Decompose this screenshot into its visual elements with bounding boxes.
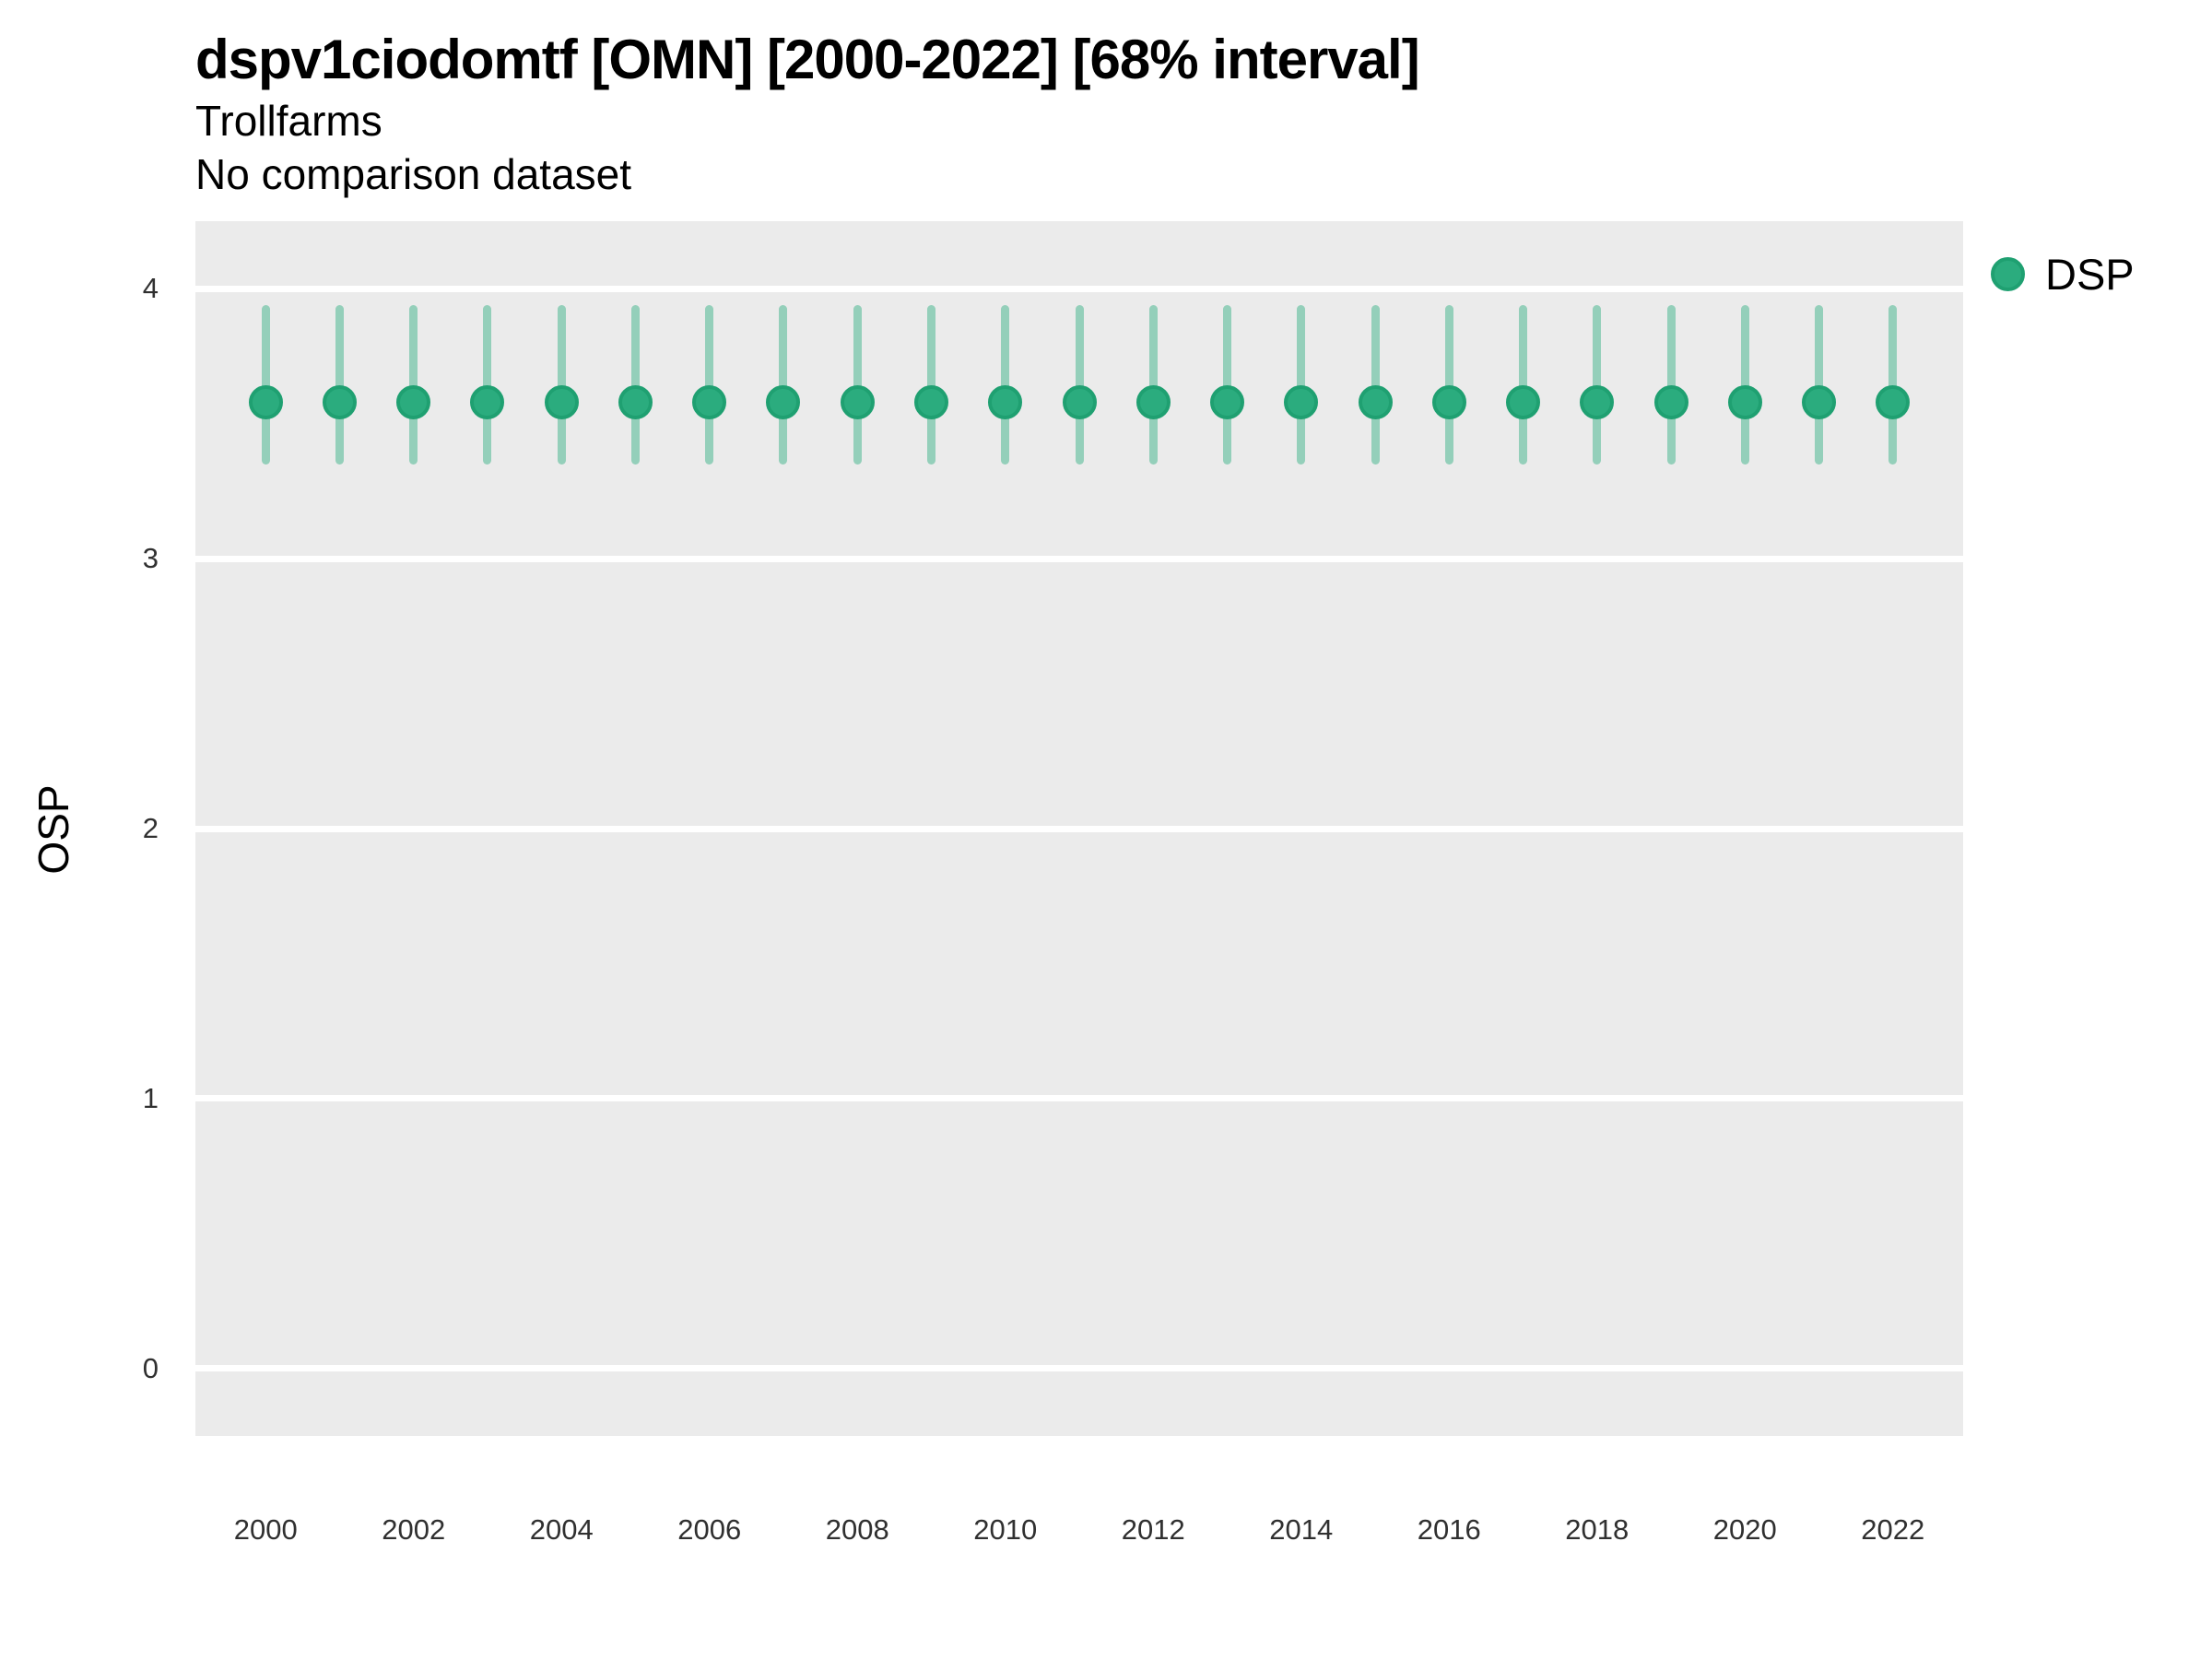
x-tick-label: 2006 [677, 1513, 742, 1546]
x-tick-label: 2004 [529, 1513, 594, 1546]
page-title: dspv1ciodomtf [OMN] [2000-2022] [68% int… [195, 29, 1420, 90]
y-tick-label: 3 [142, 542, 159, 575]
error-bar-2007 [779, 304, 788, 465]
y-tick-label: 4 [142, 272, 159, 305]
error-bar-2012 [1148, 304, 1158, 465]
x-tick-label: 2018 [1565, 1513, 1630, 1546]
data-point-2001 [322, 384, 357, 419]
y-tick-label: 1 [142, 1081, 159, 1114]
error-bar-2000 [261, 304, 270, 465]
error-bar-2001 [335, 304, 344, 465]
error-bar-2008 [853, 304, 862, 465]
plot-panel [195, 221, 1963, 1436]
legend-dsp-swatch [1991, 257, 2025, 291]
gridline-y-0 [195, 1365, 1963, 1372]
data-point-2011 [1062, 384, 1097, 419]
data-point-2015 [1358, 384, 1393, 419]
x-tick-label: 2020 [1712, 1513, 1777, 1546]
error-bar-2009 [926, 304, 935, 465]
comparison-note: No comparison dataset [195, 150, 632, 198]
error-bar-2002 [409, 304, 418, 465]
y-tick-label: 0 [142, 1351, 159, 1384]
error-bar-2017 [1519, 304, 1527, 465]
data-point-2013 [1210, 384, 1244, 419]
gridline-y-2 [195, 825, 1963, 832]
data-point-2000 [248, 384, 283, 419]
y-tick-label: 2 [142, 812, 159, 844]
data-point-2016 [1431, 384, 1466, 419]
error-bar-2005 [630, 304, 640, 465]
error-bar-2006 [705, 304, 714, 465]
data-point-2022 [1876, 384, 1911, 419]
data-point-2021 [1802, 384, 1836, 419]
error-bar-2018 [1593, 304, 1602, 465]
x-tick-label: 2022 [1861, 1513, 1925, 1546]
data-point-2020 [1727, 384, 1762, 419]
error-bar-2004 [557, 304, 566, 465]
x-tick-label: 2016 [1417, 1513, 1481, 1546]
x-tick-label: 2012 [1121, 1513, 1185, 1546]
error-bar-2014 [1297, 304, 1306, 465]
data-point-2014 [1284, 384, 1319, 419]
x-tick-label: 2000 [233, 1513, 298, 1546]
x-tick-label: 2014 [1269, 1513, 1334, 1546]
error-bar-2021 [1815, 304, 1823, 465]
error-bar-2010 [1001, 304, 1010, 465]
data-point-2018 [1580, 384, 1615, 419]
error-bar-2019 [1666, 304, 1676, 465]
data-point-2002 [396, 384, 431, 419]
error-bar-2013 [1223, 304, 1231, 465]
data-point-2017 [1506, 384, 1540, 419]
gridline-y-3 [195, 555, 1963, 562]
error-bar-2003 [483, 304, 492, 465]
legend: DSP [1991, 249, 2135, 300]
data-point-2005 [618, 384, 653, 419]
error-bar-2011 [1075, 304, 1084, 465]
error-bar-2016 [1444, 304, 1453, 465]
error-bar-2020 [1740, 304, 1749, 465]
data-point-2008 [840, 384, 875, 419]
error-bar-2015 [1371, 304, 1380, 465]
data-point-2009 [913, 384, 948, 419]
chart-subtitle: Trollfarms [195, 97, 382, 145]
data-point-2003 [470, 384, 505, 419]
data-point-2019 [1653, 384, 1688, 419]
x-tick-label: 2008 [825, 1513, 889, 1546]
data-point-2004 [544, 384, 579, 419]
data-point-2010 [988, 384, 1023, 419]
x-tick-label: 2002 [382, 1513, 446, 1546]
error-bar-2022 [1888, 304, 1898, 465]
data-point-2006 [692, 384, 727, 419]
data-point-2007 [766, 384, 801, 419]
legend-dsp-label: DSP [2045, 250, 2135, 299]
gridline-y-1 [195, 1095, 1963, 1102]
gridline-y-4 [195, 285, 1963, 292]
data-point-2012 [1135, 384, 1171, 419]
x-tick-label: 2010 [973, 1513, 1038, 1546]
